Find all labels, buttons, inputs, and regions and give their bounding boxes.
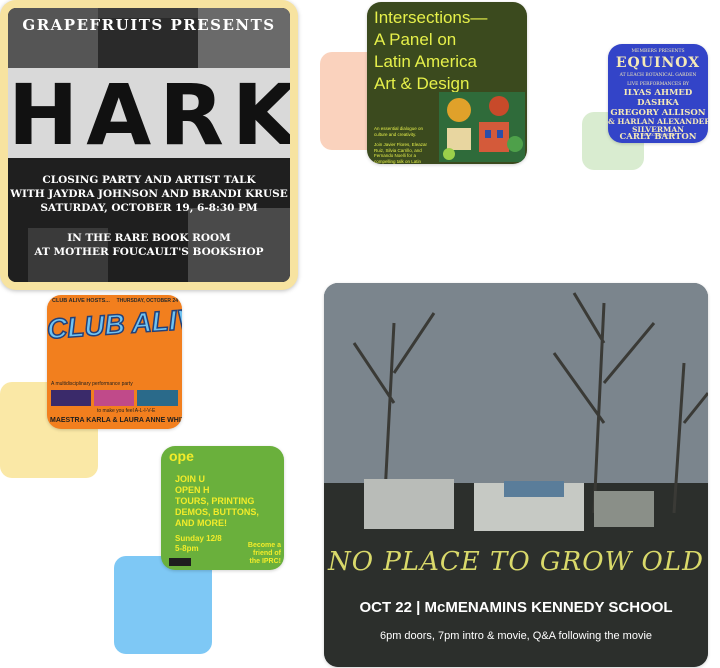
- open-house-date: Sunday 12/8 5-8pm: [175, 534, 222, 554]
- title-line: Art & Design: [374, 74, 470, 93]
- body-line: DEMOS, BUTTONS,: [175, 507, 259, 517]
- equinox-dj: CARLY BARTON: [619, 132, 697, 142]
- open-house-heading: ope: [169, 448, 194, 464]
- open-house-poster-card[interactable]: ope JOIN U OPEN H TOURS, PRINTING DEMOS,…: [161, 446, 284, 570]
- intersections-description: An essential dialogue on culture and cre…: [374, 126, 424, 137]
- club-alive-hosts: CLUB ALIVE HOSTS...: [52, 298, 110, 304]
- no-place-details: 6pm doors, 7pm intro & movie, Q&A follow…: [379, 630, 653, 642]
- club-alive-tagline: to make you feel A-L-I-V-E: [97, 408, 156, 414]
- club-alive-performers: MAESTRA KARLA & LAURA ANNE WHITE EL: [50, 417, 182, 424]
- equinox-selections: SELECTIONS BY: [640, 132, 676, 137]
- equinox-presents: MEMBERS PRESENTS: [631, 49, 685, 54]
- performer: GREGORY ALLISON: [610, 108, 706, 118]
- hark-event-line: WITH JAYDRA JOHNSON AND BRANDI KRUSE: [10, 188, 288, 200]
- promo-line: friend of: [253, 550, 281, 557]
- hark-location-line: IN THE RARE BOOK ROOM: [67, 232, 231, 244]
- equinox-title: EQUINOX: [615, 55, 701, 71]
- club-alive-title: CLUB ALIVE!: [47, 301, 182, 346]
- body-line: OPEN H: [175, 485, 210, 495]
- club-alive-date: THURSDAY, OCTOBER 24: [116, 298, 178, 304]
- hark-location-line: AT MOTHER FOUCAULT'S BOOKSHOP: [34, 246, 264, 258]
- performer: & HARLAN ALEXANDER: [608, 117, 708, 126]
- no-place-poster-card[interactable]: NO PLACE TO GROW OLD OCT 22 | McMENAMINS…: [324, 283, 708, 667]
- promo-line: Become a: [247, 542, 281, 549]
- club-alive-photos: [51, 390, 178, 406]
- performer: ILYAS AHMED: [623, 88, 693, 98]
- performer: DASHKA: [637, 98, 679, 108]
- no-place-date: OCT 22 | McMENAMINS KENNEDY SCHOOL: [359, 599, 673, 616]
- performer: SILVERMAN: [631, 125, 685, 134]
- hark-presenter: GRAPEFRUITS PRESENTS: [22, 16, 276, 34]
- deco-square-blue: [114, 556, 212, 654]
- club-alive-subtitle: A multidisciplinary performance party: [51, 381, 133, 387]
- intersections-title: Intersections— A Panel on Latin America …: [374, 7, 524, 95]
- iprc-logo-icon: [169, 558, 191, 566]
- hark-event-line: SATURDAY, OCTOBER 19, 6-8:30 PM: [40, 202, 258, 214]
- hark-poster: GRAPEFRUITS PRESENTS HARK CLOSING PARTY …: [8, 8, 290, 282]
- hark-event-line: CLOSING PARTY AND ARTIST TALK: [42, 174, 256, 186]
- promo-line: the IPRC!: [249, 558, 282, 565]
- trees-photo: [324, 283, 708, 667]
- equinox-venue: AT LEACH BOTANICAL GARDEN: [619, 73, 697, 78]
- club-alive-poster-card[interactable]: CLUB ALIVE HOSTS... THURSDAY, OCTOBER 24…: [47, 295, 182, 429]
- title-line: A Panel on: [374, 30, 457, 49]
- body-line: JOIN U: [175, 474, 206, 484]
- body-line: TOURS, PRINTING: [175, 496, 255, 506]
- hark-title: HARK: [8, 66, 290, 164]
- collage-background: [8, 8, 290, 282]
- title-line: Intersections—: [374, 8, 488, 27]
- intersections-description: Join Javier Flores, Eleazar Ruiz, Silvia…: [374, 142, 428, 164]
- hark-poster-card[interactable]: GRAPEFRUITS PRESENTS HARK CLOSING PARTY …: [0, 0, 298, 290]
- title-line: Latin America: [374, 52, 477, 71]
- open-house-body: JOIN U OPEN H TOURS, PRINTING DEMOS, BUT…: [175, 474, 259, 529]
- equinox-poster-card[interactable]: MEMBERS PRESENTS EQUINOX AT LEACH BOTANI…: [608, 44, 708, 143]
- body-line: AND MORE!: [175, 518, 227, 528]
- equinox-sub: LIVE PERFORMANCES BY: [627, 82, 689, 87]
- open-house-promo: Become a friend of the IPRC!: [248, 542, 281, 566]
- intersections-poster-card[interactable]: Intersections— A Panel on Latin America …: [367, 2, 527, 164]
- no-place-title: NO PLACE TO GROW OLD: [327, 547, 704, 577]
- painting-illustration: [439, 92, 525, 162]
- date-line: 5-8pm: [175, 544, 199, 553]
- date-line: Sunday 12/8: [175, 534, 222, 543]
